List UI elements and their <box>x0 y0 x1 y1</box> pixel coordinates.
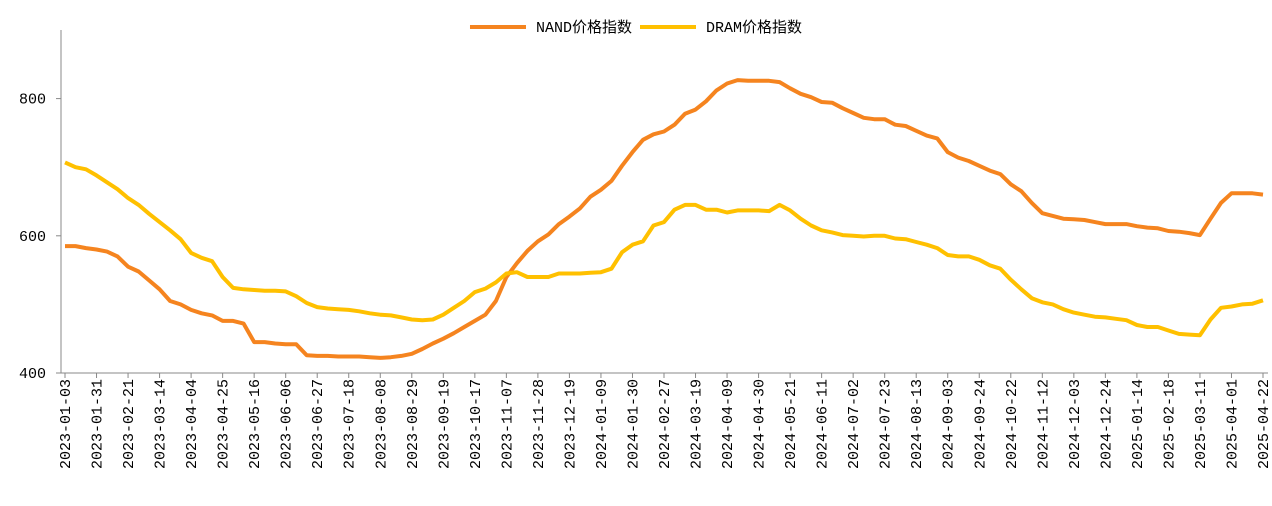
legend-label: NAND价格指数 <box>536 19 632 37</box>
x-tick-label: 2023-12-19 <box>562 379 579 469</box>
x-tick-label: 2024-06-11 <box>815 379 832 469</box>
x-tick-label: 2023-11-28 <box>531 379 548 469</box>
x-tick-label: 2024-05-21 <box>783 379 800 469</box>
x-tick-label: 2024-07-23 <box>878 379 895 469</box>
x-tick-label: 2023-08-29 <box>405 379 422 469</box>
x-tick-label: 2025-02-18 <box>1161 379 1178 469</box>
x-tick-label: 2024-09-03 <box>941 379 958 469</box>
x-tick-label: 2024-04-09 <box>720 379 737 469</box>
x-tick-label: 2023-10-17 <box>468 379 485 469</box>
x-tick-label: 2024-07-02 <box>846 379 863 469</box>
x-tick-label: 2023-06-06 <box>279 379 296 469</box>
x-tick-label: 2024-01-09 <box>594 379 611 469</box>
x-tick-label: 2023-09-19 <box>436 379 453 469</box>
y-tick-label: 800 <box>19 92 46 109</box>
x-tick-label: 2023-08-08 <box>373 379 390 469</box>
x-tick-label: 2024-12-03 <box>1067 379 1084 469</box>
x-tick-label: 2024-09-24 <box>972 379 989 469</box>
x-tick-label: 2025-03-11 <box>1193 379 1210 469</box>
x-tick-label: 2025-04-22 <box>1256 379 1272 469</box>
line-series <box>65 78 1264 360</box>
x-tick-label: 2023-02-21 <box>121 379 138 469</box>
legend-label: DRAM价格指数 <box>706 19 802 37</box>
x-tick-label: 2025-01-14 <box>1130 379 1147 469</box>
x-tick-label: 2024-10-22 <box>1004 379 1021 469</box>
x-tick-label: 2024-02-27 <box>657 379 674 469</box>
x-tick-label: 2023-04-04 <box>184 379 201 469</box>
x-tick-label: 2023-01-03 <box>58 379 75 469</box>
x-tick-label: 2024-04-30 <box>752 379 769 469</box>
x-tick-label: 2023-06-27 <box>310 379 327 469</box>
x-tick-label: 2023-01-31 <box>90 379 107 469</box>
x-tick-label: 2023-07-18 <box>342 379 359 469</box>
x-tick-label: 2023-04-25 <box>216 379 233 469</box>
x-tick-label: 2023-05-16 <box>247 379 264 469</box>
x-tick-label: 2024-08-13 <box>909 379 926 469</box>
x-tick-label: 2024-11-12 <box>1035 379 1052 469</box>
x-tick-label: 2023-11-07 <box>499 379 516 469</box>
x-tick-label: 2024-03-19 <box>689 379 706 469</box>
y-tick-label: 400 <box>19 366 46 383</box>
line-series <box>64 160 1264 338</box>
x-tick-label: 2025-04-01 <box>1224 379 1241 469</box>
x-tick-label: 2024-01-30 <box>625 379 642 469</box>
x-tick-label: 2023-03-14 <box>153 379 170 469</box>
y-tick-label: 600 <box>19 229 46 246</box>
x-tick-label: 2024-12-24 <box>1098 379 1115 469</box>
